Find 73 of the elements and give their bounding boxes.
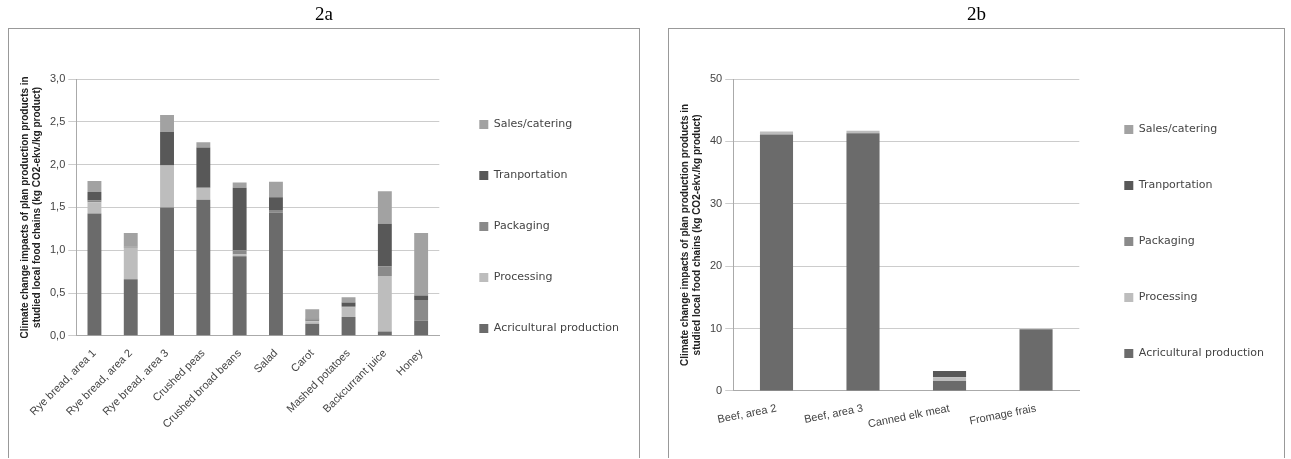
y-tick-label: 0,0 xyxy=(49,328,66,341)
x-tick-label: Beef, area 3 xyxy=(802,401,864,425)
bar xyxy=(160,132,174,166)
legend-label: Processing xyxy=(493,270,553,284)
bar xyxy=(305,309,320,319)
bar xyxy=(269,212,283,336)
y-tick-label: 40 xyxy=(709,134,723,147)
y-tick-label: 1,0 xyxy=(49,243,66,256)
y-tick-label: 0,5 xyxy=(49,286,66,299)
y-tick-label: 3,0 xyxy=(49,72,66,85)
bar xyxy=(232,187,247,251)
legend-label: Processing xyxy=(1138,290,1198,304)
bar xyxy=(846,133,880,391)
y-tick-label: 10 xyxy=(709,321,723,334)
bar xyxy=(123,279,138,336)
x-tick-label: Beef, area 2 xyxy=(716,401,778,425)
bar xyxy=(232,256,247,336)
bar xyxy=(759,131,794,135)
bar xyxy=(1019,329,1053,391)
bar xyxy=(377,275,392,332)
bar xyxy=(932,377,967,381)
y-tick-label: 50 xyxy=(709,72,723,85)
bar xyxy=(87,213,102,336)
legend-label: Acricultural production xyxy=(1138,346,1265,360)
bar xyxy=(932,370,967,378)
legend-label: Acricultural production xyxy=(493,321,620,335)
y-tick-label: 2,0 xyxy=(49,157,66,170)
chart-title: 2b xyxy=(966,2,987,26)
legend-label: Sales/catering xyxy=(1138,122,1218,136)
legend-label: Packaging xyxy=(493,219,550,233)
y-tick-label: 2,5 xyxy=(49,114,66,127)
bar xyxy=(269,181,283,198)
bar xyxy=(196,199,211,336)
bar xyxy=(160,114,174,133)
legend-label: Tranportation xyxy=(1137,178,1213,192)
legend-label: Sales/catering xyxy=(493,117,573,131)
bar xyxy=(377,191,392,224)
bar xyxy=(196,187,211,200)
x-tick-label: Fromage frais xyxy=(968,401,1038,427)
bar xyxy=(232,250,247,255)
bar xyxy=(414,233,429,296)
bar xyxy=(196,147,211,188)
bar xyxy=(759,134,794,391)
legend-label: Tranportation xyxy=(492,168,568,182)
bar xyxy=(414,320,429,336)
bar xyxy=(269,210,283,213)
x-tick-label: Canned elk meat xyxy=(866,401,951,430)
bar xyxy=(232,182,247,188)
y-axis-title: Climate change impacts of plan production products in studied local food chains (kg CO2-ekv./kg product) xyxy=(678,103,702,367)
bar xyxy=(123,233,138,247)
legend-label: Packaging xyxy=(1138,234,1195,248)
bar xyxy=(87,202,102,214)
bar xyxy=(414,295,429,300)
bar xyxy=(160,165,174,208)
bar xyxy=(196,142,211,148)
bar xyxy=(87,180,102,193)
bar xyxy=(123,247,138,280)
bar xyxy=(305,323,320,336)
bar xyxy=(341,297,356,303)
bar xyxy=(932,380,967,391)
bar xyxy=(341,317,356,336)
bar xyxy=(269,197,283,210)
y-tick-label: 0 xyxy=(716,383,723,396)
y-tick-label: 20 xyxy=(709,259,723,272)
y-tick-label: 30 xyxy=(709,196,723,209)
bar xyxy=(414,299,429,321)
y-tick-label: 1,5 xyxy=(49,200,66,213)
bar xyxy=(377,266,392,276)
y-axis-title: Climate change impacts of plan production products in studied local food chains (kg CO2-ekv./kg product) xyxy=(18,76,42,339)
bar xyxy=(160,207,174,336)
chart-title: 2a xyxy=(314,2,334,26)
bar xyxy=(377,223,392,267)
bar xyxy=(87,192,102,201)
